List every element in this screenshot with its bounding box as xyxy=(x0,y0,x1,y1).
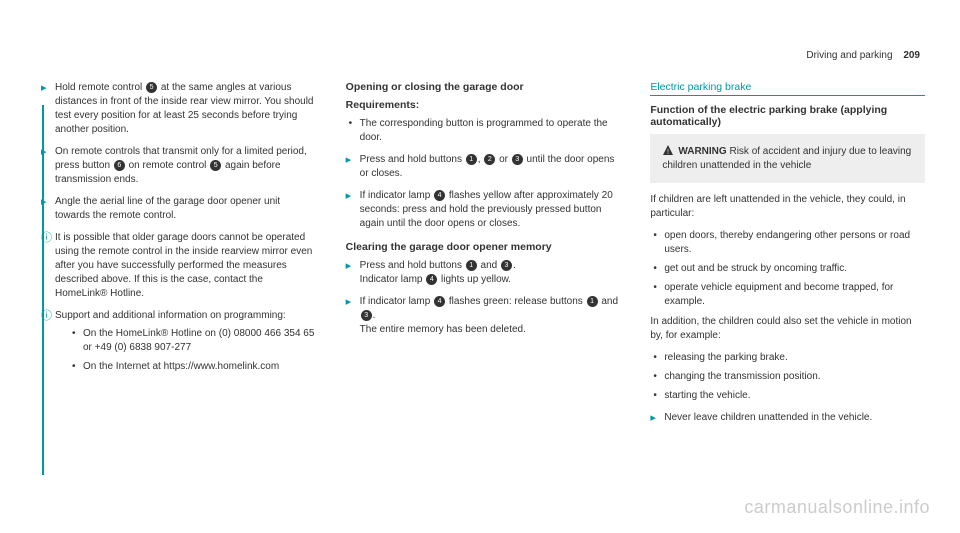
warning-icon: ! xyxy=(662,144,674,156)
requirements-head: Requirements: xyxy=(346,99,621,111)
ref-marker-4: 4 xyxy=(434,190,445,201)
warning-box: !WARNING Risk of accident and injury due… xyxy=(650,134,925,183)
ref-marker-4: 4 xyxy=(434,296,445,307)
open-step-1: If indicator lamp 4 flashes yellow after… xyxy=(346,189,621,231)
column-3: Electric parking brake Function of the e… xyxy=(650,81,925,433)
ref-marker-2: 2 xyxy=(484,154,495,165)
ref-marker-3: 3 xyxy=(361,310,372,321)
step-text: Never leave children unattended in the v… xyxy=(664,412,872,423)
ref-marker-4: 4 xyxy=(426,274,437,285)
warning-label: WARNING xyxy=(678,146,726,157)
info-item-3: It is possible that older garage doors c… xyxy=(41,231,316,301)
section-title-epb: Electric parking brake xyxy=(650,81,925,96)
ref-marker-6: 6 xyxy=(114,160,125,171)
ref-marker-5: 5 xyxy=(146,82,157,93)
bl1-bullet-2: operate vehicle equipment and become tra… xyxy=(650,281,925,309)
sub-bullet-1: On the Internet at https://www.homelink.… xyxy=(69,360,316,374)
clear-step-1: If indicator lamp 4 flashes green: relea… xyxy=(346,295,621,337)
heading-epb-function: Function of the electric parking brake (… xyxy=(650,104,925,128)
svg-text:!: ! xyxy=(667,149,669,156)
heading-clear-memory: Clearing the garage door opener memory xyxy=(346,241,621,253)
open-step-0: Press and hold buttons 1, 2 or 3 until t… xyxy=(346,153,621,181)
step-item-0: Hold remote control 5 at the same angles… xyxy=(41,81,316,137)
ref-marker-1: 1 xyxy=(466,154,477,165)
step-item-1: On remote controls that transmit only fo… xyxy=(41,145,316,187)
step-never-leave: Never leave children unattended in the v… xyxy=(650,411,925,425)
ref-marker-5: 5 xyxy=(210,160,221,171)
bl1-bullet-1: get out and be struck by oncoming traffi… xyxy=(650,262,925,276)
section-name: Driving and parking xyxy=(806,50,892,61)
page-header: Driving and parking 209 xyxy=(35,50,925,61)
req-bullet-0: The corresponding button is programmed t… xyxy=(346,117,621,145)
bl2-bullet-1: changing the transmission position. xyxy=(650,370,925,384)
body-p2: In addition, the children could also set… xyxy=(650,315,925,343)
sub-bullet-0: On the HomeLink® Hotline on (0) 08000 46… xyxy=(69,327,316,355)
ref-marker-1: 1 xyxy=(587,296,598,307)
clear-step-0: Press and hold buttons 1 and 3.Indicator… xyxy=(346,259,621,287)
heading-open-close: Opening or closing the garage door xyxy=(346,81,621,93)
info-item-4: Support and additional information on pr… xyxy=(41,309,316,374)
column-2: Opening or closing the garage door Requi… xyxy=(346,81,621,433)
column-1: Hold remote control 5 at the same angles… xyxy=(35,81,316,433)
ref-marker-3: 3 xyxy=(501,260,512,271)
ref-marker-3: 3 xyxy=(512,154,523,165)
watermark: carmanualsonline.info xyxy=(744,497,930,518)
bl1-bullet-0: open doors, thereby endangering other pe… xyxy=(650,229,925,257)
page-number: 209 xyxy=(903,50,920,61)
ref-marker-1: 1 xyxy=(466,260,477,271)
step-item-2: Angle the aerial line of the garage door… xyxy=(41,195,316,223)
bl2-bullet-2: starting the vehicle. xyxy=(650,389,925,403)
body-p1: If children are left unattended in the v… xyxy=(650,193,925,221)
bl2-bullet-0: releasing the parking brake. xyxy=(650,351,925,365)
